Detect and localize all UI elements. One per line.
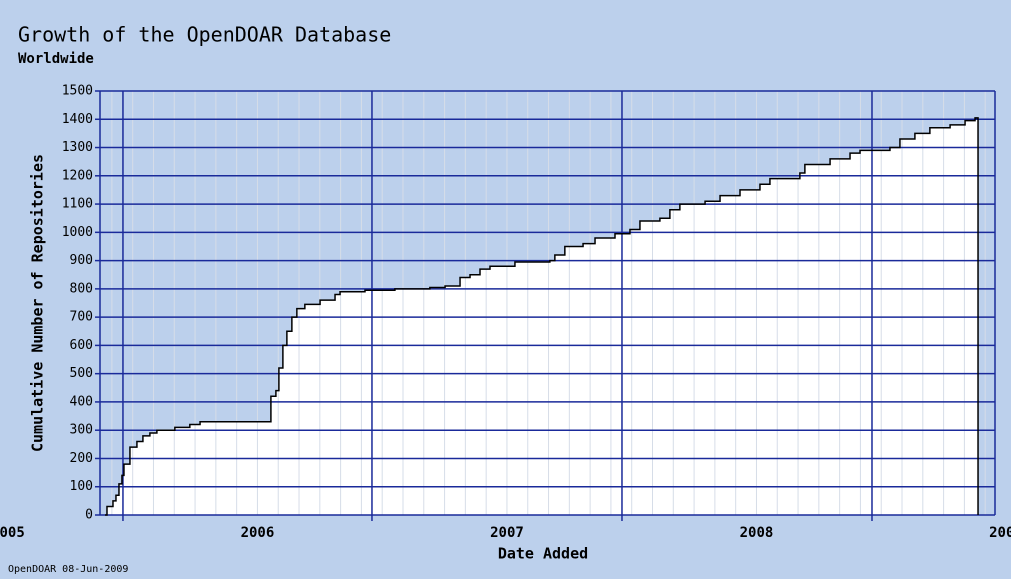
step-line <box>104 117 979 516</box>
x-tick-label: 2009 <box>989 525 1011 541</box>
y-tick-label: 500 <box>70 366 93 381</box>
y-tick-label: 1300 <box>62 140 93 155</box>
y-tick-label: 200 <box>70 451 93 466</box>
x-tick-label: 2007 <box>490 525 524 541</box>
chart-title: Growth of the OpenDOAR Database <box>18 23 391 47</box>
y-axis-label: Cumulative Number of Repositories <box>29 154 47 452</box>
footer: OpenDOAR 08-Jun-2009 <box>8 564 128 575</box>
y-tick-label: 100 <box>70 479 93 494</box>
y-tick-label: 1400 <box>62 112 93 127</box>
y-tick-label: 600 <box>70 338 93 353</box>
x-axis-label: Date Added <box>498 545 588 563</box>
y-tick-label: 1500 <box>62 84 93 99</box>
x-tick-label: 2008 <box>740 525 774 541</box>
y-tick-label: 1200 <box>62 168 93 183</box>
y-tick-label: 700 <box>70 310 93 325</box>
y-tick-label: 0 <box>85 508 93 523</box>
x-tick-label: 2005 <box>0 525 25 541</box>
y-tick-label: 400 <box>70 394 93 409</box>
y-tick-label: 900 <box>70 253 93 268</box>
y-tick-label: 1000 <box>62 225 93 240</box>
chart-subtitle: Worldwide <box>18 51 94 67</box>
y-tick-label: 1100 <box>62 197 93 212</box>
y-tick-label: 800 <box>70 281 93 296</box>
y-tick-label: 300 <box>70 423 93 438</box>
x-tick-label: 2006 <box>241 525 275 541</box>
